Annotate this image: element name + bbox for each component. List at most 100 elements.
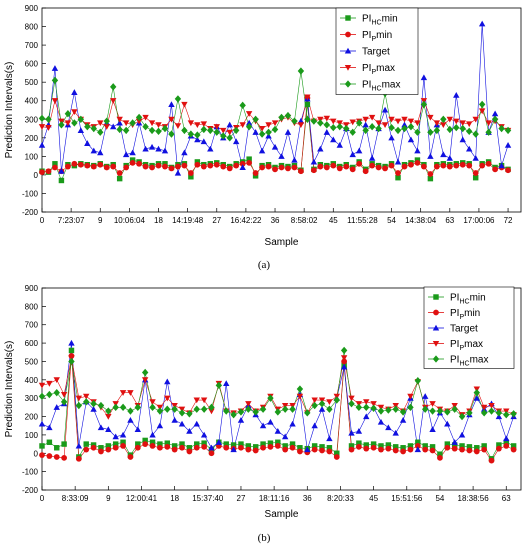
data-point-Target — [168, 101, 175, 107]
data-point-PIPmax — [363, 399, 370, 406]
data-point-PIPmax — [340, 355, 348, 361]
data-point-PIPmax — [103, 124, 110, 130]
data-point-PIPmax — [485, 120, 492, 127]
data-point-Target — [155, 145, 162, 152]
y-tick-label: 200 — [25, 134, 39, 143]
data-point-PIPmin — [179, 444, 185, 451]
data-point-PIHCmax — [304, 115, 311, 123]
chart-panel-a: -200 -100 0 100 200 300 400 500 600 700 800 900 0 7:… — [4, 4, 522, 271]
data-point-PIPmax — [122, 120, 130, 127]
data-point-PIHCmax — [164, 405, 171, 413]
data-point-PIHCmax — [427, 128, 434, 136]
y-tick-label: 300 — [25, 115, 39, 124]
data-point-PIHCmax — [200, 125, 208, 134]
data-point-Target — [478, 20, 486, 27]
data-point-PIHCmin — [348, 443, 355, 449]
data-point-PIPmin — [157, 444, 163, 451]
data-point-PIHCmax — [200, 405, 208, 413]
data-point-PIHCmin — [186, 445, 193, 451]
data-point-PIHCmax — [207, 126, 214, 135]
data-point-PIPmin — [39, 452, 45, 458]
data-point-PIPmin — [370, 444, 377, 451]
data-point-Target — [278, 153, 285, 159]
data-point-PIPmin — [330, 162, 337, 169]
data-point-PIHCmax — [58, 121, 65, 129]
data-point-PIPmax — [105, 413, 112, 420]
data-point-Target — [377, 418, 385, 425]
data-point-PIPmin — [193, 444, 200, 451]
data-point-PIHCmax — [317, 119, 324, 127]
data-point-PIPmax — [368, 114, 376, 121]
data-point-PIPmax — [478, 108, 486, 115]
data-point-PIPmax — [149, 399, 156, 406]
data-point-PIHCmin — [510, 443, 517, 449]
data-point-PIHCmin — [334, 450, 340, 456]
x-axis-title-a: Sample — [265, 237, 299, 248]
data-point-PIHCmax — [213, 128, 220, 136]
data-point-PIPmin — [194, 161, 201, 168]
data-point-PIHCmax — [422, 405, 429, 413]
data-point-PIPmax — [348, 395, 355, 402]
data-point-PIPmin — [348, 446, 355, 453]
data-point-PIPmin — [285, 165, 291, 172]
data-point-PIPmax — [362, 116, 369, 123]
data-point-PIPmin — [245, 446, 252, 453]
data-point-Target — [326, 435, 333, 442]
data-point-PIPmin — [149, 443, 156, 449]
data-point-PIHCmax — [258, 130, 266, 138]
y-tick-label: 800 — [25, 23, 39, 32]
data-point-Target — [110, 123, 117, 130]
y-tick-label: 900 — [25, 4, 39, 13]
data-point-PIHCmax — [333, 396, 340, 404]
x-tick-label: 18 — [154, 216, 163, 225]
data-point-PIPmin — [291, 164, 298, 171]
data-point-PIPmin — [207, 162, 214, 169]
data-point-PIPmax — [453, 118, 460, 125]
data-point-Target — [491, 110, 499, 117]
data-point-PIPmin — [278, 164, 285, 171]
data-point-PIPmin — [297, 448, 303, 455]
data-point-Target — [97, 149, 104, 156]
legend-marker — [345, 15, 351, 21]
data-point-PIPmax — [38, 382, 46, 389]
y-tick-label: 300 — [25, 394, 39, 403]
data-point-PIHCmax — [498, 124, 505, 133]
data-point-Target — [77, 127, 85, 133]
data-point-PIPmin — [112, 444, 119, 451]
data-point-PIPmin — [408, 161, 414, 168]
data-point-PIHCmin — [503, 439, 509, 445]
data-point-PIPmax — [46, 380, 53, 387]
data-point-PIHCmax — [377, 407, 385, 415]
data-point-PIHCmax — [237, 408, 245, 416]
data-point-PIHCmax — [71, 119, 78, 127]
data-point-PIPmin — [395, 170, 401, 176]
x-tick-label: 9 — [106, 494, 111, 503]
data-point-Target — [466, 145, 473, 152]
data-point-PIHCmin — [245, 443, 252, 449]
data-point-PIPmax — [370, 401, 377, 407]
x-tick-label: 15:37:40 — [192, 494, 224, 503]
data-point-PIHCmax — [105, 407, 112, 415]
data-point-PIHCmin — [370, 441, 377, 447]
data-point-Target — [51, 65, 59, 71]
data-point-Target — [90, 147, 97, 154]
legend-marker — [344, 64, 352, 71]
data-point-PIHCmax — [385, 406, 392, 414]
data-point-PIPmin — [422, 446, 429, 453]
data-point-PIHCmax — [478, 100, 486, 109]
data-point-PIHCmax — [127, 407, 134, 415]
data-point-PIHCmax — [103, 117, 110, 125]
x-tick-label: 12:00:41 — [126, 494, 158, 503]
data-point-PIPmin — [433, 163, 440, 170]
data-point-PIPmax — [141, 377, 149, 384]
y-tick-label: 400 — [25, 376, 39, 385]
data-point-PIHCmax — [223, 407, 230, 415]
data-point-Target — [232, 138, 240, 145]
data-point-PIPmin — [181, 162, 188, 169]
data-point-PIHCmax — [446, 125, 453, 134]
data-point-PIHCmax — [304, 409, 311, 417]
data-point-PIHCmin — [68, 347, 75, 354]
data-point-PIHCmax — [355, 119, 363, 127]
data-point-PIPmin — [200, 163, 207, 170]
